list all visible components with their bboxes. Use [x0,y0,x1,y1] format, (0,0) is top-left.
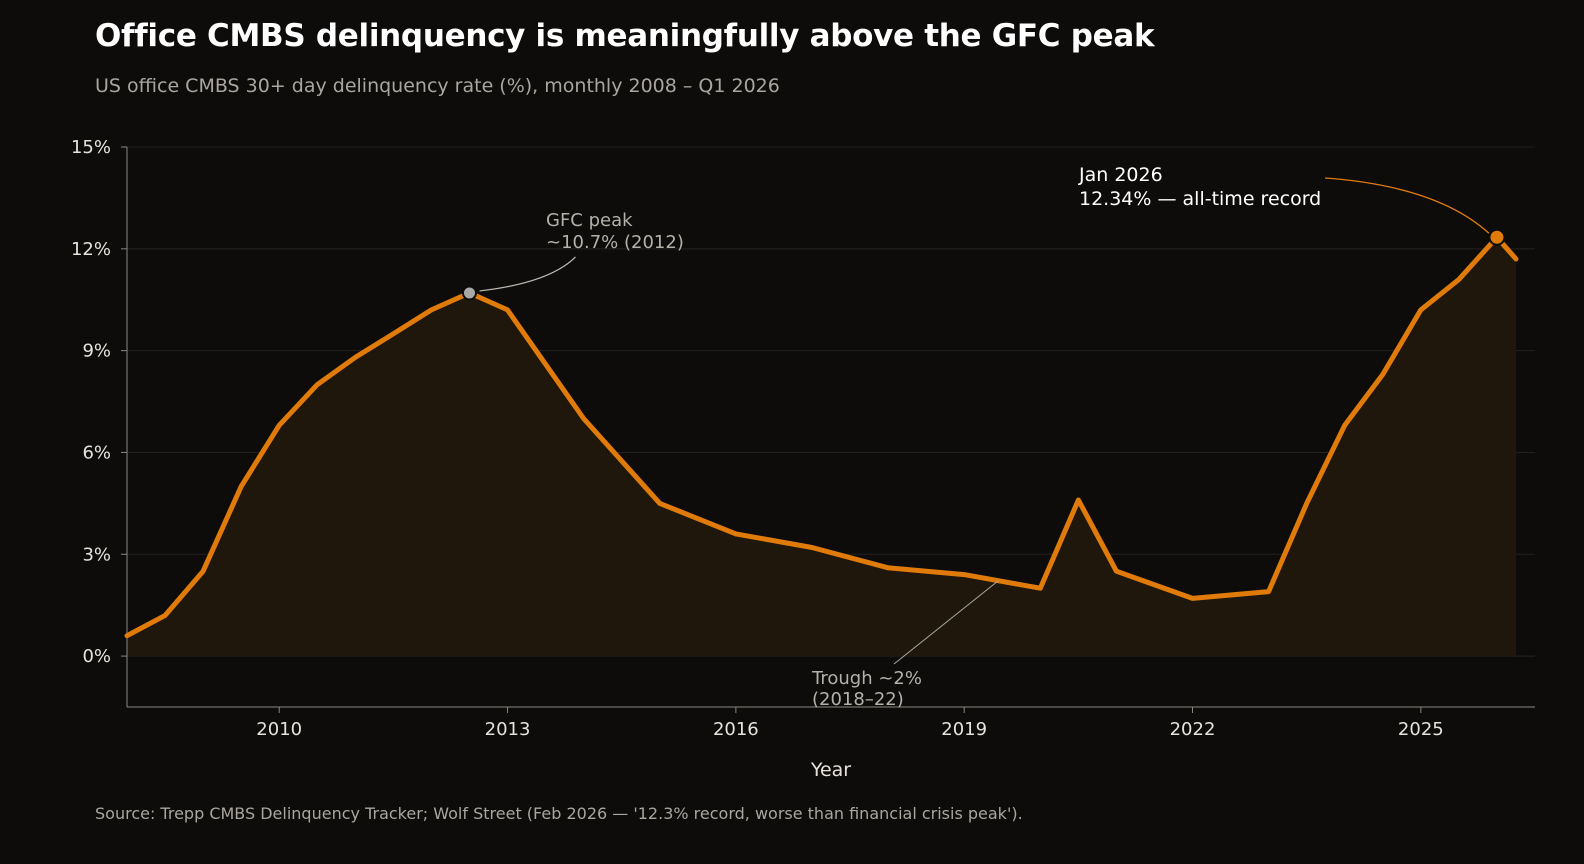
chart-subtitle: US office CMBS 30+ day delinquency rate … [95,75,780,97]
y-tick-label: 3% [82,544,111,565]
y-tick-label: 6% [82,442,111,463]
area-fill-layer [127,237,1516,657]
y-tick-label: 12% [71,239,111,260]
annotations: GFC peak~10.7% (2012) Trough ~2%(2018–22)… [461,164,1506,710]
y-tick-label: 15% [71,137,111,158]
series-line-layer [124,234,1519,639]
y-tick-label: 9% [82,341,111,362]
axes [121,146,1535,713]
gfc-peak-leader [479,256,576,292]
x-axis-title: Year [810,759,851,781]
chart-title: Office CMBS delinquency is meaningfully … [95,18,1155,54]
tick-labels: 0% 3% 6% 9% 12% 15% 2010 2013 2016 2019 2022 2025 [71,137,1444,740]
record-marker [1488,228,1506,246]
gfc-peak-label: GFC peak [546,210,633,231]
trough-leader [893,580,999,665]
record-label: Jan 2026 [1078,164,1163,186]
x-tick-label: 2025 [1398,719,1444,740]
series-line [124,234,1519,639]
gfc-peak-value: ~10.7% (2012) [546,232,684,253]
x-tick-label: 2013 [485,719,531,740]
series-area [127,237,1516,657]
record-leader [1324,177,1490,234]
record-value: 12.34% — all-time record [1079,188,1321,210]
y-tick-label: 0% [82,646,111,667]
trough-range: (2018–22) [812,689,904,710]
x-tick-label: 2019 [941,719,987,740]
x-tick-label: 2022 [1170,719,1216,740]
trough-label: Trough ~2% [811,668,922,689]
x-tick-label: 2016 [713,719,759,740]
source-note: Source: Trepp CMBS Delinquency Tracker; … [95,804,1023,823]
gfc-peak-marker [461,285,477,301]
x-tick-label: 2010 [256,719,302,740]
